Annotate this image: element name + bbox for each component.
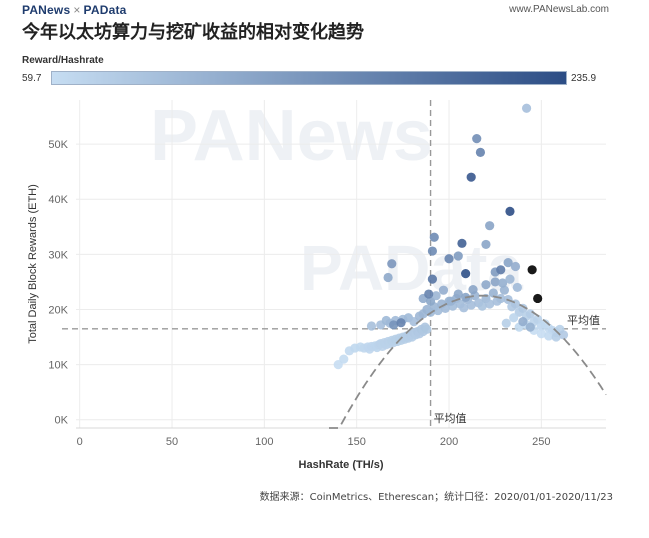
mean-label-horizontal: 平均值	[567, 314, 600, 327]
y-tick-label: 20K	[48, 304, 68, 316]
source-note: 数据来源：CoinMetrics、Etherescan；统计口径：2020/01…	[259, 492, 613, 503]
brand-logo: PANews × PAData	[22, 3, 127, 17]
data-point	[485, 221, 495, 231]
x-tick-label: 0	[77, 436, 83, 448]
data-point	[366, 321, 377, 331]
trend-line-layer	[329, 294, 607, 429]
y-tick-label: 0K	[55, 415, 69, 427]
data-point	[527, 265, 537, 275]
data-point	[431, 291, 441, 301]
data-point	[461, 269, 471, 279]
data-point	[558, 330, 569, 340]
brand-separator: ×	[73, 3, 81, 17]
data-point	[472, 133, 482, 144]
points-layer	[333, 103, 569, 370]
mean-label-vertical: 平均值	[434, 412, 467, 425]
color-legend-min: 59.7	[22, 73, 42, 84]
data-point	[481, 239, 491, 250]
data-point	[485, 299, 495, 309]
y-tick-label: 30K	[48, 249, 68, 261]
data-point	[501, 318, 511, 328]
data-point	[551, 332, 561, 342]
data-point	[424, 289, 434, 299]
x-tick-label: 150	[348, 436, 366, 448]
data-point	[525, 322, 535, 332]
y-tick-label: 50K	[48, 139, 68, 151]
data-point	[396, 318, 406, 328]
data-point	[466, 300, 476, 310]
data-point	[518, 317, 528, 327]
x-tick-label: 100	[255, 436, 273, 448]
data-point	[429, 232, 439, 242]
data-point	[488, 288, 498, 298]
panews-logo-text: PANews	[22, 3, 71, 17]
site-url: www.PANewsLab.com	[509, 4, 609, 15]
y-tick-label: 10K	[48, 360, 68, 372]
data-point	[497, 278, 508, 288]
data-point	[490, 277, 500, 287]
data-point	[339, 354, 349, 364]
data-point	[544, 331, 554, 341]
data-point	[475, 147, 486, 157]
top-bar: PANews × PAData www.PANewsLab.com	[0, 0, 649, 20]
data-point	[453, 289, 463, 299]
data-point	[521, 103, 532, 113]
data-point	[389, 320, 399, 330]
data-point	[468, 285, 478, 295]
color-legend-max: 235.9	[571, 73, 597, 84]
data-point	[446, 296, 456, 306]
trend-curve	[329, 294, 607, 429]
data-point	[477, 301, 487, 311]
data-point	[503, 258, 513, 268]
watermark-panews: PANews	[150, 96, 433, 176]
data-point	[427, 274, 438, 284]
color-legend-title: Reward/Hashrate	[22, 55, 104, 66]
data-point	[381, 315, 391, 326]
color-legend-bar	[51, 71, 567, 85]
data-point	[453, 251, 463, 261]
data-point	[505, 274, 515, 284]
data-point	[496, 265, 506, 275]
data-point	[481, 280, 491, 290]
data-point	[387, 259, 397, 269]
x-axis-label: HashRate (TH/s)	[299, 459, 384, 471]
data-point	[533, 293, 543, 304]
data-point	[438, 285, 449, 295]
data-point	[427, 246, 438, 256]
data-point	[444, 254, 454, 264]
data-point	[457, 238, 467, 248]
data-point	[459, 303, 469, 313]
data-point	[383, 272, 393, 283]
data-point	[422, 324, 432, 334]
data-point	[499, 285, 510, 295]
x-tick-label: 50	[166, 436, 178, 448]
axis-layer: 0 50 100 150 200 250 0K 10K 20K 30K 40K 50K HashRate…	[27, 139, 606, 471]
data-point	[512, 282, 522, 293]
x-tick-label: 250	[532, 436, 550, 448]
chart-title: 今年以太坊算力与挖矿收益的相对变化趋势	[22, 22, 364, 43]
data-point	[466, 172, 476, 182]
data-point	[505, 206, 515, 216]
y-axis-label: Total Daily Block Rewards (ETH)	[27, 184, 39, 344]
x-tick-label: 200	[440, 436, 458, 448]
data-point	[536, 329, 546, 339]
data-point	[509, 313, 519, 323]
data-point	[510, 261, 521, 272]
padata-logo-text: PAData	[83, 3, 127, 17]
y-tick-label: 40K	[48, 194, 68, 206]
